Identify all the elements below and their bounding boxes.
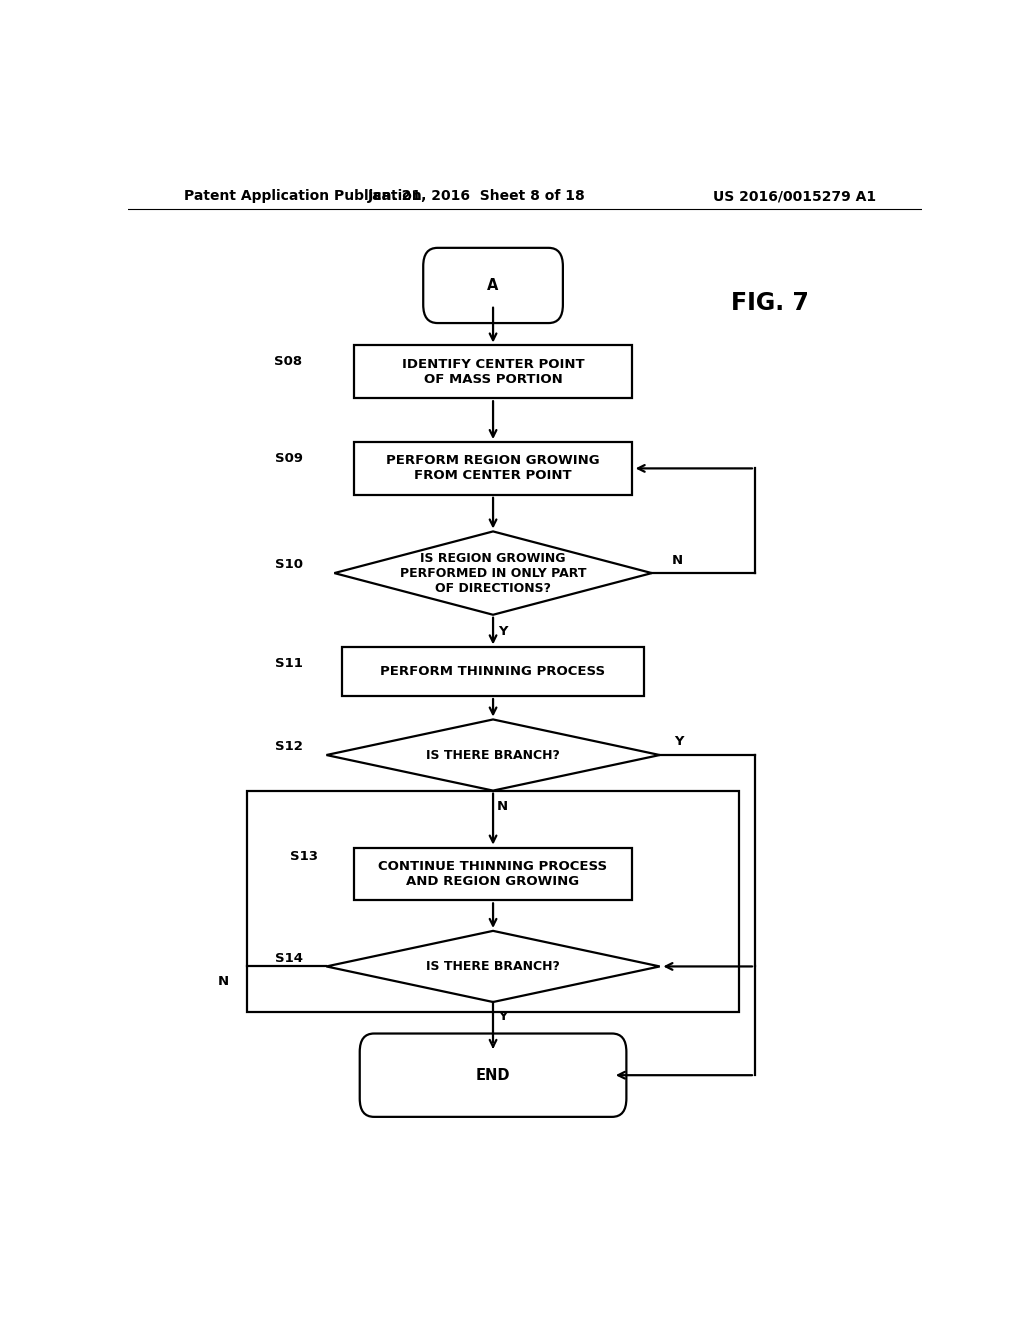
Text: PERFORM REGION GROWING
FROM CENTER POINT: PERFORM REGION GROWING FROM CENTER POINT [386,454,600,482]
Text: END: END [476,1068,510,1082]
Text: IS THERE BRANCH?: IS THERE BRANCH? [426,960,560,973]
Text: S13: S13 [291,850,318,863]
Text: US 2016/0015279 A1: US 2016/0015279 A1 [713,189,877,203]
FancyBboxPatch shape [359,1034,627,1117]
Polygon shape [334,532,652,615]
Text: IS THERE BRANCH?: IS THERE BRANCH? [426,748,560,762]
Text: PERFORM THINNING PROCESS: PERFORM THINNING PROCESS [381,665,605,678]
Polygon shape [327,931,659,1002]
Text: IDENTIFY CENTER POINT
OF MASS PORTION: IDENTIFY CENTER POINT OF MASS PORTION [401,358,585,385]
FancyBboxPatch shape [354,442,632,495]
Text: S12: S12 [274,741,303,754]
FancyBboxPatch shape [354,847,632,900]
Text: N: N [672,554,683,568]
Text: A: A [487,279,499,293]
Text: S10: S10 [274,558,303,572]
Text: S08: S08 [274,355,303,368]
Text: IS REGION GROWING
PERFORMED IN ONLY PART
OF DIRECTIONS?: IS REGION GROWING PERFORMED IN ONLY PART… [399,552,587,594]
Text: CONTINUE THINNING PROCESS
AND REGION GROWING: CONTINUE THINNING PROCESS AND REGION GRO… [379,859,607,888]
FancyBboxPatch shape [354,346,632,399]
Text: Y: Y [674,735,683,748]
FancyBboxPatch shape [342,647,644,696]
Text: S11: S11 [274,657,303,671]
Polygon shape [327,719,659,791]
Text: Patent Application Publication: Patent Application Publication [183,189,421,203]
Text: FIG. 7: FIG. 7 [731,290,809,314]
FancyBboxPatch shape [247,791,739,1012]
Text: S09: S09 [274,451,303,465]
Text: Y: Y [498,624,507,638]
Text: Y: Y [498,1010,507,1023]
FancyBboxPatch shape [423,248,563,323]
Text: Jan. 21, 2016  Sheet 8 of 18: Jan. 21, 2016 Sheet 8 of 18 [369,189,586,203]
Text: S14: S14 [274,952,303,965]
Text: N: N [497,800,508,813]
Text: N: N [218,975,228,989]
